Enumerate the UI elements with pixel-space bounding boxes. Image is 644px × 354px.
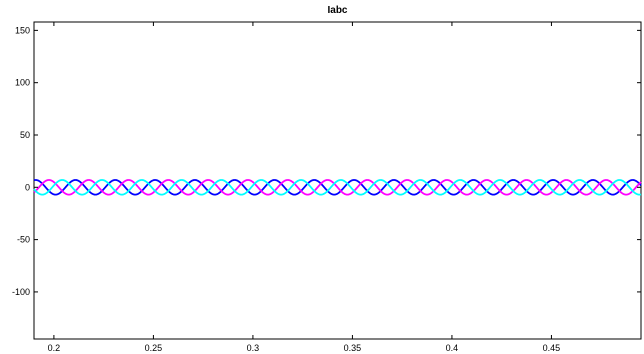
plot-frame: [33, 21, 642, 340]
series-line-3: [33, 179, 642, 196]
x-tick-label: 0.25: [145, 343, 163, 353]
y-tick-label: -100: [12, 287, 30, 297]
chart-title: Iabc: [327, 5, 347, 16]
y-tick-label: 150: [15, 25, 30, 35]
y-tick-label: 50: [20, 130, 30, 140]
y-tick-label: 0: [25, 182, 30, 192]
x-tick-label: 0.45: [543, 343, 561, 353]
x-tick-label: 0.2: [48, 343, 61, 353]
x-tick-label: 0.35: [344, 343, 362, 353]
y-tick-label: -50: [17, 235, 30, 245]
y-axis: 150 100 50 0 -50 -100: [12, 25, 641, 297]
x-tick-label: 0.3: [247, 343, 260, 353]
y-tick-label: 100: [15, 78, 30, 88]
x-axis: 0.2 0.25 0.3 0.35 0.4 0.45: [48, 22, 561, 353]
series-layer: [33, 179, 642, 196]
x-tick-label: 0.4: [446, 343, 459, 353]
